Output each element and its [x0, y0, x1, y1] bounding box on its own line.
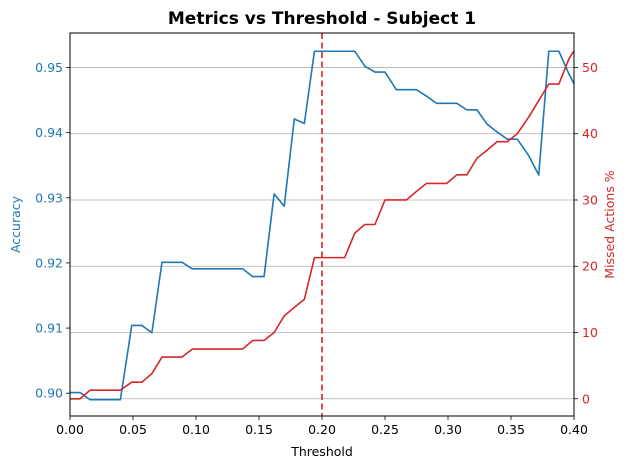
- right-tick-label: 40: [582, 126, 598, 141]
- right-tick-label: 20: [582, 259, 598, 274]
- x-tick-label: 0.15: [245, 422, 273, 437]
- x-tick-label: 0.10: [182, 422, 210, 437]
- right-tick-label: 50: [582, 60, 598, 75]
- right-tick-label: 10: [582, 325, 598, 340]
- missed-actions-line: [70, 50, 575, 400]
- x-tick-label: 0.25: [371, 422, 399, 437]
- left-tick-label: 0.95: [35, 60, 63, 75]
- right-axis-ticks: 0 10 20 30 40 50: [574, 60, 598, 406]
- left-axis-title: Accuracy: [8, 195, 23, 253]
- x-tick-label: 0.05: [119, 422, 147, 437]
- accuracy-line: [70, 50, 575, 401]
- x-tick-label: 0.20: [308, 422, 336, 437]
- right-tick-label: 30: [582, 192, 598, 207]
- left-tick-label: 0.93: [35, 190, 63, 205]
- left-tick-label: 0.94: [35, 125, 63, 140]
- left-axis-ticks: 0.90 0.91 0.92 0.93 0.94 0.95: [35, 60, 70, 401]
- left-tick-label: 0.92: [35, 255, 63, 270]
- x-axis-ticks: 0.00 0.05 0.10 0.15 0.20 0.25 0.30 0.35 0.40: [56, 416, 588, 437]
- x-tick-label: 0.40: [560, 422, 588, 437]
- x-tick-label: 0.30: [434, 422, 462, 437]
- x-axis-title: Threshold: [290, 444, 353, 459]
- right-tick-label: 0: [582, 391, 590, 406]
- left-tick-label: 0.90: [35, 386, 63, 401]
- chart-title: Metrics vs Threshold - Subject 1: [168, 9, 476, 29]
- x-tick-label: 0.35: [497, 422, 525, 437]
- series-layer: [70, 50, 575, 401]
- x-tick-label: 0.00: [56, 422, 84, 437]
- left-tick-label: 0.91: [35, 321, 63, 336]
- right-axis-title: Missed Actions %: [602, 170, 617, 279]
